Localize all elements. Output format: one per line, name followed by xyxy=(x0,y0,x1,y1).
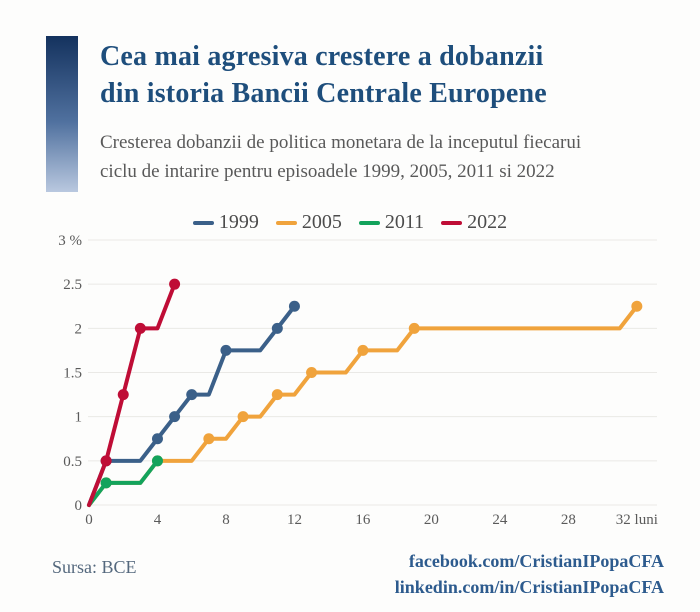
y-tick-label: 3 % xyxy=(58,233,82,249)
legend-item-2005: 2005 xyxy=(275,211,342,234)
y-tick-label: 0.5 xyxy=(63,454,82,470)
series-marker-2022 xyxy=(117,389,129,401)
series-marker-1999 xyxy=(169,411,181,423)
x-tick-label: 0 xyxy=(85,512,93,528)
source-label: Sursa: BCE xyxy=(52,557,137,577)
legend-swatch-2005 xyxy=(275,220,297,225)
x-tick-label: 20 xyxy=(424,512,439,528)
series-marker-2005 xyxy=(237,411,249,423)
legend-swatch-1999 xyxy=(192,220,214,225)
series-marker-2005 xyxy=(271,389,283,401)
series-line-2005 xyxy=(87,304,639,507)
chart-legend: 1999 2005 2011 2022 xyxy=(0,211,700,234)
page-subtitle: Cresterea dobanzii de politica monetara … xyxy=(100,128,581,186)
series-marker-2022 xyxy=(169,278,181,290)
legend-label: 2022 xyxy=(467,211,508,233)
legend-swatch-2022 xyxy=(441,220,463,225)
linkedin-link: linkedin.com/in/CristianIPopaCFA xyxy=(394,577,664,597)
facebook-link: facebook.com/CristianIPopaCFA xyxy=(408,551,664,571)
subtitle-line-2: ciclu de intarire pentru episoadele 1999… xyxy=(100,161,555,182)
y-tick-label: 2.5 xyxy=(63,277,82,293)
legend-label: 1999 xyxy=(218,211,259,233)
legend-swatch-2011 xyxy=(358,220,380,225)
x-tick-label: 16 xyxy=(355,512,371,528)
series-marker-2011 xyxy=(151,455,163,467)
social-links: facebook.com/CristianIPopaCFA linkedin.c… xyxy=(395,548,664,600)
y-tick-label: 1 xyxy=(75,410,83,426)
x-tick-label: 8 xyxy=(222,512,230,528)
title-line-1: Cea mai agresiva crestere a dobanzii xyxy=(100,41,544,72)
series-marker-1999 xyxy=(220,344,232,356)
x-tick-label: 12 xyxy=(287,512,302,528)
subtitle-line-1: Cresterea dobanzii de politica monetara … xyxy=(100,132,582,153)
series-line-2011 xyxy=(87,458,160,507)
series-marker-2022 xyxy=(134,322,146,334)
x-tick-label: 28 xyxy=(561,512,576,528)
series-marker-2005 xyxy=(631,300,643,312)
series-marker-2005 xyxy=(203,433,215,445)
series-line-2022 xyxy=(87,282,177,507)
y-tick-label: 2 xyxy=(75,321,83,337)
series-marker-2005 xyxy=(306,367,318,379)
series-marker-2022 xyxy=(100,455,112,467)
title-line-2: din istoria Bancii Centrale Europene xyxy=(100,78,547,109)
legend-label: 2005 xyxy=(301,211,342,233)
series-marker-1999 xyxy=(288,300,300,312)
x-tick-label: 4 xyxy=(154,512,162,528)
series-marker-2011 xyxy=(100,477,112,489)
series-marker-2005 xyxy=(408,322,420,334)
y-tick-label: 1.5 xyxy=(63,366,82,382)
x-tick-label: 24 xyxy=(492,512,508,528)
series-marker-1999 xyxy=(186,389,198,401)
legend-item-2022: 2022 xyxy=(441,211,507,234)
chart-svg: 0 0.5 1 1.5 2 2.5 3 % 0 4 8 12 16 20 24 28 32 luni xyxy=(58,233,658,528)
accent-bar xyxy=(46,36,78,192)
series-marker-1999 xyxy=(151,433,163,445)
series-marker-2005 xyxy=(357,344,369,356)
series-marker-1999 xyxy=(271,322,283,334)
legend-label: 2011 xyxy=(384,211,425,233)
legend-item-1999: 1999 xyxy=(192,211,259,234)
y-tick-label: 0 xyxy=(75,498,83,514)
x-tick-label: 32 luni xyxy=(616,512,658,528)
legend-item-2011: 2011 xyxy=(358,211,425,234)
page-title: Cea mai agresiva crestere a dobanzii din… xyxy=(100,38,547,112)
